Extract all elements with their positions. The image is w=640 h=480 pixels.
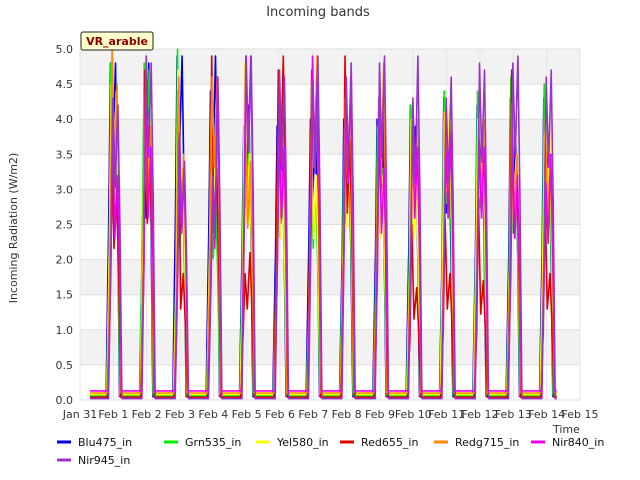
legend-item-red655_in: Red655_in	[340, 436, 418, 449]
x-tick-label: Feb 7	[298, 408, 328, 421]
legend-label: Redg715_in	[455, 436, 519, 449]
x-tick-label: Feb 15	[562, 408, 599, 421]
chart-title: Incoming bands	[266, 5, 370, 20]
y-tick-label: 4.0	[56, 113, 74, 126]
legend-item-redg715_in: Redg715_in	[434, 436, 519, 449]
x-tick-label: Feb 14	[528, 408, 565, 421]
x-tick-label: Feb 9	[365, 408, 395, 421]
plot-band	[80, 329, 580, 365]
x-tick-label: Feb 10	[395, 408, 432, 421]
x-tick-label: Feb 4	[198, 408, 228, 421]
y-tick-label: 2.0	[56, 254, 74, 267]
x-tick-label: Feb 5	[232, 408, 262, 421]
legend-label: Grn535_in	[185, 436, 241, 449]
series-line-nir945_in	[90, 55, 557, 400]
y-tick-label: 1.5	[56, 289, 74, 302]
x-tick-label: Feb 13	[495, 408, 532, 421]
x-tick-label: Feb 11	[428, 408, 465, 421]
legend: Blu475_in Grn535_in Yel580_in Red655_in Redg…	[57, 436, 604, 467]
x-tick-labels: Jan 31 Feb 1 Feb 2 Feb 3 Feb 4 Feb 5 Feb 6 Feb …	[62, 408, 599, 421]
y-tick-label: 1.0	[56, 324, 74, 337]
badge-label: VR_arable	[86, 35, 148, 48]
x-axis-label: Time	[552, 423, 580, 436]
x-tick-label: Feb 6	[265, 408, 295, 421]
x-tick-label: Jan 31	[62, 408, 97, 421]
plot-band	[80, 119, 580, 155]
x-tick-label: Feb 8	[332, 408, 362, 421]
y-tick-label: 3.5	[56, 148, 74, 161]
y-axis-label: Incoming Radiation (W/m2)	[7, 153, 20, 304]
y-tick-label: 4.5	[56, 78, 74, 91]
series-lines	[90, 48, 557, 400]
y-tick-labels: 0.0 0.5 1.0 1.5 2.0 2.5 3.0 3.5 4.0 4.5 5.0	[56, 43, 74, 407]
y-tick-label: 0.5	[56, 359, 74, 372]
x-tick-label: Feb 1	[98, 408, 128, 421]
legend-item-blu475_in: Blu475_in	[57, 436, 132, 449]
plot-band	[80, 259, 580, 295]
legend-item-nir840_in: Nir840_in	[531, 436, 604, 449]
plot-band	[80, 189, 580, 225]
legend-item-nir945_in: Nir945_in	[57, 454, 130, 467]
y-tick-label: 5.0	[56, 43, 74, 56]
x-tick-label: Feb 3	[165, 408, 195, 421]
legend-item-yel580_in: Yel580_in	[256, 436, 329, 449]
y-tick-label: 3.0	[56, 183, 74, 196]
gridlines	[79, 48, 581, 401]
legend-label: Blu475_in	[78, 436, 132, 449]
legend-label: Yel580_in	[276, 436, 329, 449]
badge-box	[80, 31, 154, 51]
x-tick-label: Feb 2	[132, 408, 162, 421]
station-badge: VR_arable	[80, 31, 154, 51]
legend-label: Nir840_in	[552, 436, 604, 449]
legend-label: Nir945_in	[78, 454, 130, 467]
x-tick-label: Feb 12	[462, 408, 499, 421]
legend-item-grn535_in: Grn535_in	[164, 436, 241, 449]
plot-band	[80, 49, 580, 85]
legend-label: Red655_in	[361, 436, 418, 449]
y-tick-label: 2.5	[56, 219, 74, 232]
y-tick-label: 0.0	[56, 394, 74, 407]
